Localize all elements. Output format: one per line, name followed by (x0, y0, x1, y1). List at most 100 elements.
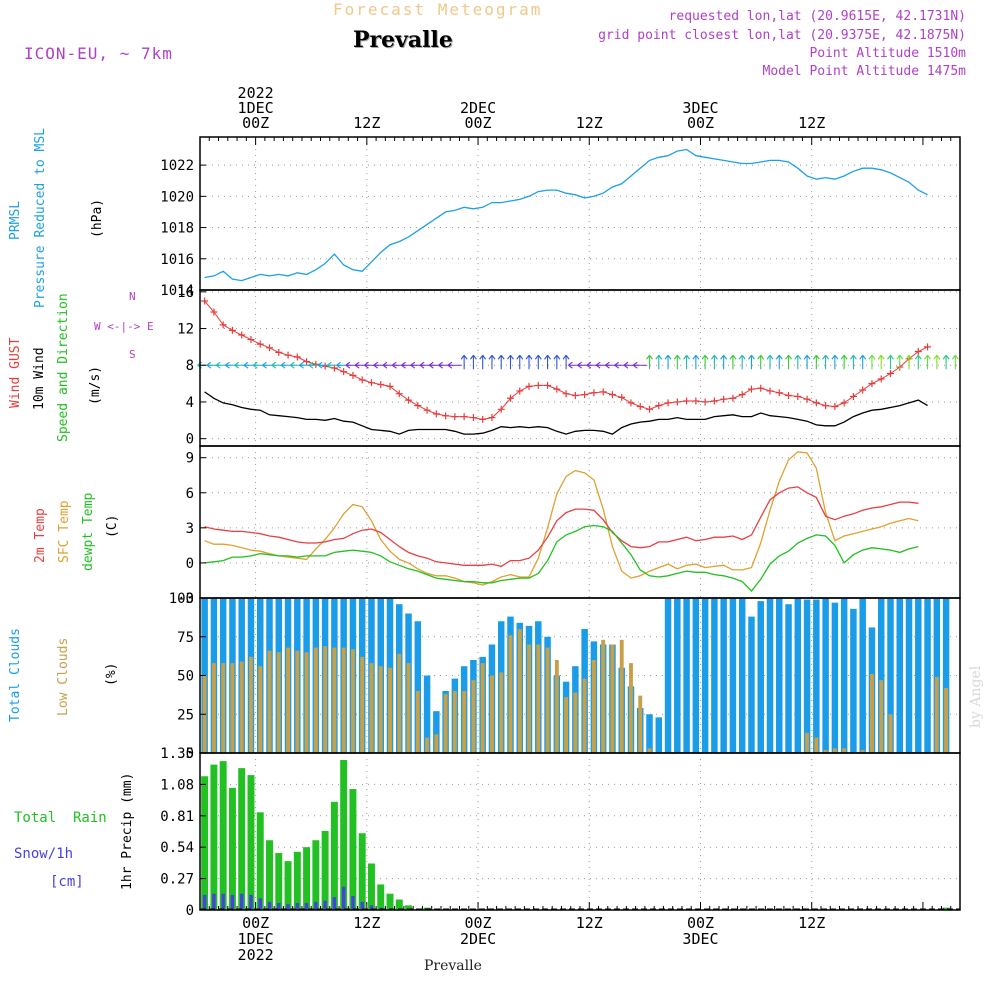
wind-direction-arrow (460, 354, 468, 370)
low-clouds-bar (545, 647, 550, 753)
gust-marker (349, 371, 357, 379)
gust-marker (479, 415, 487, 423)
low-clouds-bar (527, 644, 531, 753)
x-tick-label: 2DEC (460, 99, 496, 117)
low-clouds-bar (276, 652, 281, 753)
total-clouds-bar (785, 604, 792, 753)
low-clouds-bar (638, 695, 643, 753)
x-tick-label: 00Z (242, 114, 269, 132)
wind-direction-arrow (544, 354, 552, 370)
total-clouds-bar (933, 598, 941, 753)
low-clouds-bar (313, 647, 318, 753)
low-clouds-bar (480, 663, 485, 753)
gust-marker (497, 405, 505, 413)
wind-direction-arrow (896, 354, 904, 370)
y-tick-label: 12 (177, 322, 194, 338)
rain-bar (321, 830, 329, 910)
gust-marker (414, 402, 422, 410)
snow-bar (277, 903, 281, 910)
gust-marker (451, 413, 459, 421)
wind-direction-arrow (738, 354, 746, 370)
gust-marker (247, 336, 255, 344)
low-clouds-bar (452, 691, 457, 753)
rain-bar (349, 789, 357, 910)
sfc-temp-line (204, 451, 919, 586)
wind-direction-arrow (775, 354, 783, 370)
wind-direction-arrow (525, 354, 533, 370)
gust-marker (525, 382, 533, 390)
x-tick-label: 12Z (353, 114, 380, 132)
low-clouds-bar (888, 714, 893, 753)
wind-direction-arrow (488, 354, 496, 370)
gust-marker (794, 392, 802, 400)
total-clouds-bar (877, 598, 885, 753)
wind-direction-label: Speed and Direction (56, 293, 71, 442)
y-tick-label: 1.35 (160, 746, 194, 762)
x-tick-label: 12Z (576, 914, 603, 932)
gust-marker (664, 399, 672, 407)
y-tick-label: 0 (186, 432, 194, 448)
low-clouds-bar (619, 639, 624, 753)
low-clouds-bar (879, 680, 884, 753)
gust-marker (284, 351, 292, 359)
wind-direction-arrow (710, 354, 718, 370)
total-clouds-bar (840, 598, 848, 753)
snow-bar (341, 886, 346, 910)
total-clouds-bar (646, 714, 653, 753)
x-tick-label: 00Z (465, 114, 492, 132)
rain-bar (275, 853, 283, 910)
wind-direction-arrow (914, 354, 922, 370)
wind-direction-arrow (803, 354, 811, 370)
total-clouds-bar (748, 616, 755, 753)
grid-point: grid point closest lon,lat (20.9375E, 42… (598, 28, 966, 43)
snow-bar (304, 903, 309, 910)
wind-direction-arrow (877, 354, 885, 370)
dewpt-line (204, 524, 919, 592)
temp-dewpt-label: dewpt Temp (81, 492, 96, 571)
gust-marker (859, 386, 867, 394)
low-clouds-bar (490, 675, 494, 753)
x-tick-label: 00Z (465, 914, 492, 932)
low-clouds-bar (304, 652, 309, 753)
total-clouds-bar (822, 598, 829, 753)
gust-marker (516, 387, 524, 395)
low-clouds-bar (860, 749, 865, 753)
low-clouds-bar (267, 650, 272, 753)
gust-marker (914, 347, 922, 355)
total-clouds-bar (738, 598, 746, 753)
model-altitude: Model Point Altitude 1475m (762, 64, 967, 79)
wind-direction-arrow (553, 354, 561, 370)
gust-marker (785, 392, 793, 400)
y-tick-label: 1020 (160, 189, 194, 205)
gust-marker (636, 403, 644, 411)
x-tick-label: 00Z (687, 914, 714, 932)
rain-bar (219, 761, 227, 910)
requested-point: requested lon,lat (20.9615E, 42.1731N) (668, 9, 966, 24)
gust-marker (747, 385, 755, 393)
gust-marker (506, 394, 514, 402)
total-clouds-bar (757, 601, 764, 753)
low-clouds-bar (870, 673, 874, 753)
y-tick-label: 9 (186, 451, 194, 467)
wind-direction-arrow (766, 354, 774, 370)
x-tick-label: 00Z (242, 914, 269, 932)
x-tick-label: 2022 (238, 946, 274, 964)
snow-bar (230, 894, 235, 910)
rain-bar (386, 893, 394, 910)
low-clouds-bar (332, 647, 337, 753)
gust-marker (627, 399, 635, 407)
low-clouds-bar (397, 653, 402, 753)
total-clouds-bar (794, 598, 802, 753)
wind-direction-arrow (748, 354, 755, 370)
snow-label: Snow/1h (14, 846, 74, 862)
gust-marker (469, 414, 477, 422)
total-clouds-bar (831, 602, 839, 753)
wind-direction-arrow (701, 354, 709, 370)
x-tick-label: 3DEC (682, 99, 718, 117)
gust-marker (924, 343, 932, 351)
gust-marker (766, 387, 774, 395)
total-clouds-bar (414, 621, 422, 753)
gust-marker (673, 398, 681, 406)
wind-gust-label: Wind GUST (8, 337, 23, 408)
wind-direction-arrow (831, 354, 839, 370)
